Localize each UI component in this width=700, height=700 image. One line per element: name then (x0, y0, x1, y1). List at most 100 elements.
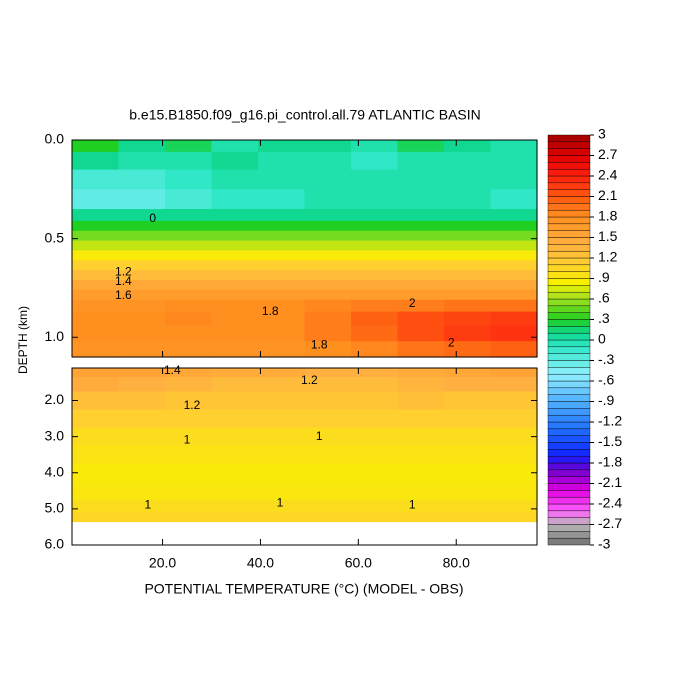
colorbar-box (547, 326, 591, 334)
contour-cell (351, 445, 399, 465)
contour-cell (444, 230, 492, 242)
contour-cell (444, 151, 492, 171)
colorbar-box (547, 271, 591, 279)
contour-label: 2 (409, 296, 416, 310)
contour-cell (351, 299, 399, 313)
contour-cell (397, 240, 445, 252)
contour-cell (304, 220, 352, 232)
colorbar-box (547, 442, 591, 450)
colorbar-box (547, 230, 591, 238)
contour-cell (490, 209, 538, 222)
colorbar-label: -2.4 (598, 495, 622, 511)
contour-cell (258, 289, 306, 301)
contour-cell (258, 368, 306, 378)
contour-cell (72, 151, 120, 171)
contour-cell (304, 230, 352, 242)
contour-label: 1 (145, 497, 152, 511)
contour-cell (118, 391, 166, 411)
colorbar-box (547, 182, 591, 190)
chart-title: b.e15.B1850.f09_g16.pi_control.all.79 AT… (129, 107, 481, 123)
colorbar-box (547, 414, 591, 423)
contour-cell (444, 409, 492, 429)
contour-cell (304, 240, 352, 252)
contour-cell (118, 512, 166, 523)
contour-cell (165, 280, 213, 291)
colorbar-box (547, 223, 591, 231)
contour-cell (304, 341, 352, 358)
contour-cell (118, 151, 166, 171)
colorbar-box (547, 401, 591, 409)
contour-cell (118, 220, 166, 232)
contour-cell (211, 463, 259, 483)
contour-cell (165, 341, 213, 358)
y-tick-label: 0.0 (45, 131, 65, 147)
contour-cell (490, 368, 538, 378)
contour-cell (258, 209, 306, 222)
colorbar-label: -2.1 (598, 474, 622, 490)
colorbar-box (547, 148, 591, 156)
contour-cell (351, 463, 399, 483)
contour-cell (258, 260, 306, 271)
contour-cell (490, 270, 538, 281)
colorbar-box (547, 469, 591, 477)
contour-cell (72, 341, 120, 358)
colorbar-box (547, 380, 591, 389)
contour-cell (258, 189, 306, 210)
colorbar-label: 0 (598, 331, 606, 347)
colorbar-label: 1.5 (598, 228, 618, 244)
contour-cell (490, 481, 538, 501)
colorbar-box (547, 141, 591, 149)
contour-cell (304, 409, 352, 429)
contour-cell (304, 299, 352, 313)
contour-cell (165, 427, 213, 447)
contour-cell (490, 325, 538, 342)
contour-cell (258, 311, 306, 327)
contour-cell (165, 368, 213, 378)
contour-cell (304, 325, 352, 342)
contour-cell (258, 463, 306, 483)
contour-cell (351, 280, 399, 291)
contour-cell (490, 289, 538, 301)
contour-cell (118, 481, 166, 501)
contour-cell (351, 270, 399, 281)
colorbar-box (547, 537, 591, 546)
contour-cell (490, 445, 538, 465)
colorbar-box (547, 162, 591, 170)
contour-cell (72, 189, 120, 210)
contour-cell (351, 220, 399, 232)
contour-cell (444, 427, 492, 447)
contour-cell (72, 230, 120, 242)
contour-cell (72, 209, 120, 222)
contour-cell (351, 250, 399, 261)
contour-cell (351, 260, 399, 271)
colorbar-label: .3 (598, 310, 610, 326)
contour-cell (165, 270, 213, 281)
contour-cell (72, 512, 120, 523)
contour-cell (258, 299, 306, 313)
contour-cell (444, 368, 492, 378)
contour-cell (165, 311, 213, 327)
contour-cell (118, 189, 166, 210)
contour-cell (304, 169, 352, 190)
contour-cell (72, 140, 120, 153)
contour-cell (211, 169, 259, 190)
contour-cell (165, 250, 213, 261)
contour-cell (304, 391, 352, 411)
contour-cell (211, 270, 259, 281)
contour-cell (304, 189, 352, 210)
contour-cell (444, 250, 492, 261)
colorbar-box (547, 373, 591, 382)
contour-cell (490, 169, 538, 190)
contour-cell (72, 445, 120, 465)
contour-cell (72, 481, 120, 501)
contour-cell (397, 445, 445, 465)
colorbar-label: 3 (598, 126, 606, 142)
contour-cell (211, 240, 259, 252)
colorbar-box (547, 264, 591, 272)
contour-cell (118, 445, 166, 465)
contour-cell (490, 341, 538, 358)
contour-cell (165, 409, 213, 429)
contour-cell (211, 280, 259, 291)
contour-cell (211, 250, 259, 261)
